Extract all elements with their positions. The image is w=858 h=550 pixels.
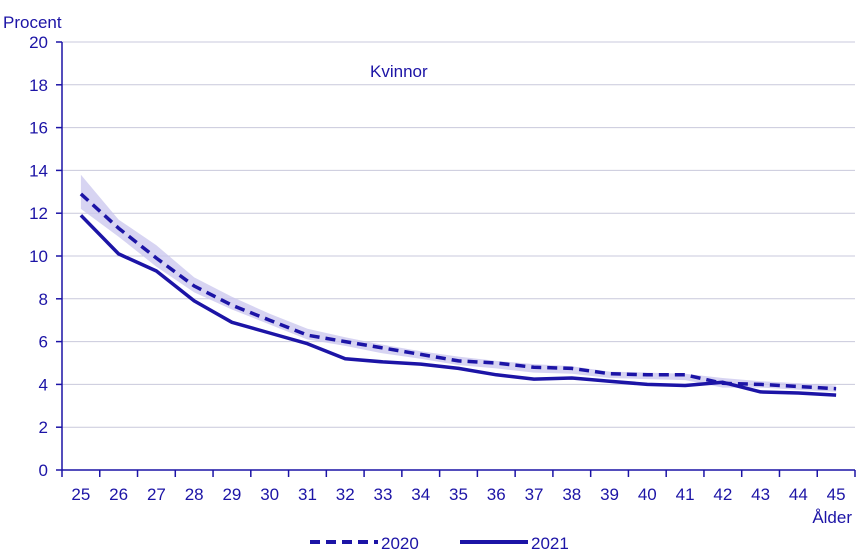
x-tick-label: 39 [600, 485, 619, 504]
y-tick-labels: 0 2 4 6 8 10 12 14 16 18 20 [29, 33, 48, 480]
x-tick-label: 34 [411, 485, 430, 504]
y-tick-label: 6 [39, 333, 48, 352]
y-tick-label: 4 [39, 375, 48, 394]
legend-label-2020: 2020 [381, 534, 419, 550]
y-tick-label: 2 [39, 418, 48, 437]
legend-label-2021: 2021 [531, 534, 569, 550]
y-tick-label: 20 [29, 33, 48, 52]
x-tick-labels: 25 26 27 28 29 30 31 32 33 34 35 36 37 38 39 40 41 42 43 44… [71, 485, 845, 504]
x-tick-label: 28 [185, 485, 204, 504]
y-tick-label: 18 [29, 76, 48, 95]
legend: 2020 2021 [310, 534, 569, 550]
x-tick-label: 42 [713, 485, 732, 504]
series-lines [79, 192, 837, 397]
x-tick-label: 43 [751, 485, 770, 504]
x-axis-label: Ålder [812, 508, 852, 527]
series-line-2020 [79, 192, 837, 391]
x-tick-label: 45 [827, 485, 846, 504]
series-annotation: Kvinnor [370, 62, 428, 81]
x-tick-label: 32 [336, 485, 355, 504]
x-tick-label: 36 [487, 485, 506, 504]
x-tick-label: 37 [525, 485, 544, 504]
x-tick-label: 41 [676, 485, 695, 504]
x-tick-label: 31 [298, 485, 317, 504]
y-tick-label: 10 [29, 247, 48, 266]
y-tick-label: 14 [29, 161, 48, 180]
x-tick-label: 40 [638, 485, 657, 504]
x-tick-label: 44 [789, 485, 808, 504]
x-tick-label: 26 [109, 485, 128, 504]
y-tick-label: 0 [39, 461, 48, 480]
y-tick-label: 12 [29, 204, 48, 223]
x-tick-label: 25 [71, 485, 90, 504]
x-tick-label: 27 [147, 485, 166, 504]
y-tick-label: 8 [39, 290, 48, 309]
x-tick-label: 35 [449, 485, 468, 504]
x-tick-label: 30 [260, 485, 279, 504]
y-tick-label: 16 [29, 119, 48, 138]
y-axis-label: Procent [3, 13, 62, 32]
x-tick-label: 29 [222, 485, 241, 504]
x-tick-label: 38 [562, 485, 581, 504]
axes [56, 41, 856, 477]
x-tick-label: 33 [374, 485, 393, 504]
series-line-2021 [79, 214, 837, 397]
